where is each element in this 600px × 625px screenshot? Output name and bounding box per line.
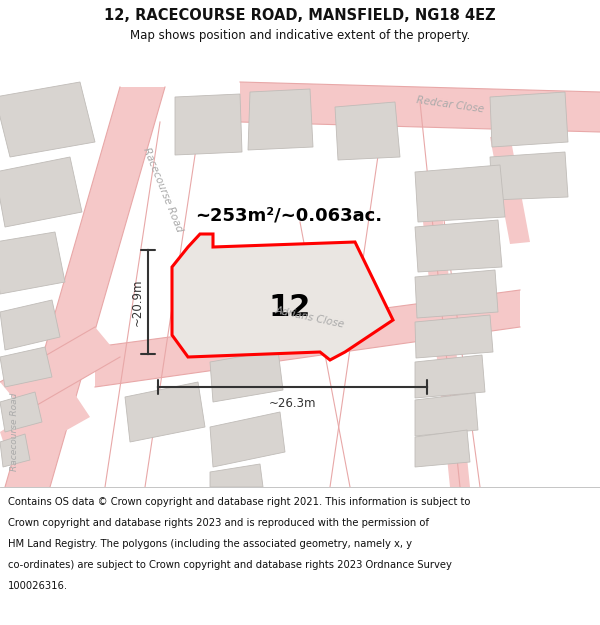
Polygon shape <box>420 190 470 487</box>
Polygon shape <box>415 430 470 467</box>
Polygon shape <box>415 355 485 398</box>
Polygon shape <box>0 157 82 227</box>
Polygon shape <box>415 165 505 222</box>
Polygon shape <box>172 234 393 360</box>
Polygon shape <box>415 315 493 358</box>
Text: ~253m²/~0.063ac.: ~253m²/~0.063ac. <box>195 206 382 224</box>
Polygon shape <box>335 102 400 160</box>
Polygon shape <box>490 135 530 244</box>
Text: ~26.3m: ~26.3m <box>269 397 316 410</box>
Polygon shape <box>210 412 285 467</box>
Polygon shape <box>95 290 520 387</box>
Polygon shape <box>248 89 313 150</box>
Polygon shape <box>0 232 65 294</box>
Text: Adrians Close: Adrians Close <box>274 305 346 329</box>
Polygon shape <box>490 92 568 147</box>
Polygon shape <box>125 382 205 442</box>
Text: Racecourse Road: Racecourse Road <box>10 393 20 471</box>
Polygon shape <box>0 82 95 157</box>
Polygon shape <box>175 94 242 155</box>
Polygon shape <box>415 393 478 436</box>
Polygon shape <box>240 82 600 132</box>
Text: co-ordinates) are subject to Crown copyright and database rights 2023 Ordnance S: co-ordinates) are subject to Crown copyr… <box>8 560 452 570</box>
Text: Contains OS data © Crown copyright and database right 2021. This information is : Contains OS data © Crown copyright and d… <box>8 497 470 507</box>
Text: Crown copyright and database rights 2023 and is reproduced with the permission o: Crown copyright and database rights 2023… <box>8 518 429 528</box>
Polygon shape <box>0 392 42 432</box>
Text: HM Land Registry. The polygons (including the associated geometry, namely x, y: HM Land Registry. The polygons (includin… <box>8 539 412 549</box>
Text: 12, RACECOURSE ROAD, MANSFIELD, NG18 4EZ: 12, RACECOURSE ROAD, MANSFIELD, NG18 4EZ <box>104 8 496 22</box>
Text: 12: 12 <box>269 292 311 321</box>
Text: Map shows position and indicative extent of the property.: Map shows position and indicative extent… <box>130 29 470 42</box>
Text: 100026316.: 100026316. <box>8 581 68 591</box>
Polygon shape <box>0 300 60 350</box>
Text: Redcar Close: Redcar Close <box>416 95 484 115</box>
Text: ~20.9m: ~20.9m <box>131 278 144 326</box>
Text: Racecourse Road: Racecourse Road <box>142 146 185 234</box>
Polygon shape <box>210 464 263 487</box>
Polygon shape <box>490 152 568 200</box>
Polygon shape <box>0 387 90 462</box>
Polygon shape <box>0 434 30 467</box>
Polygon shape <box>5 87 165 487</box>
Polygon shape <box>210 350 283 402</box>
Polygon shape <box>0 347 52 387</box>
Polygon shape <box>415 270 498 318</box>
Polygon shape <box>0 327 120 412</box>
Polygon shape <box>415 220 502 272</box>
